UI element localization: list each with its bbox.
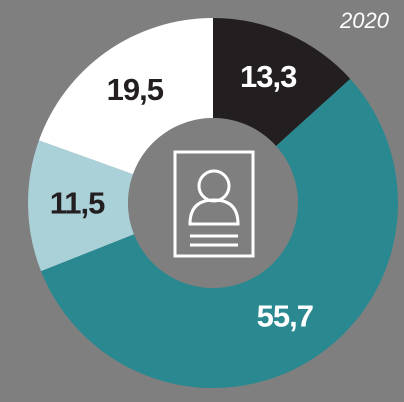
data-label: 55,7 (257, 299, 313, 334)
donut-segment (28, 140, 134, 272)
data-label: 13,3 (240, 59, 297, 94)
donut-segment (213, 18, 351, 146)
donut-segment (38, 18, 213, 175)
donut (28, 18, 399, 389)
data-label: 19,5 (107, 72, 164, 107)
data-label: 11,5 (50, 185, 105, 220)
donut-segment (40, 78, 399, 389)
person-document-icon (173, 150, 255, 258)
icon-frame (173, 150, 255, 258)
annotation: 2020 (339, 8, 390, 33)
donut-hole (128, 118, 298, 288)
icon-body (188, 198, 240, 226)
